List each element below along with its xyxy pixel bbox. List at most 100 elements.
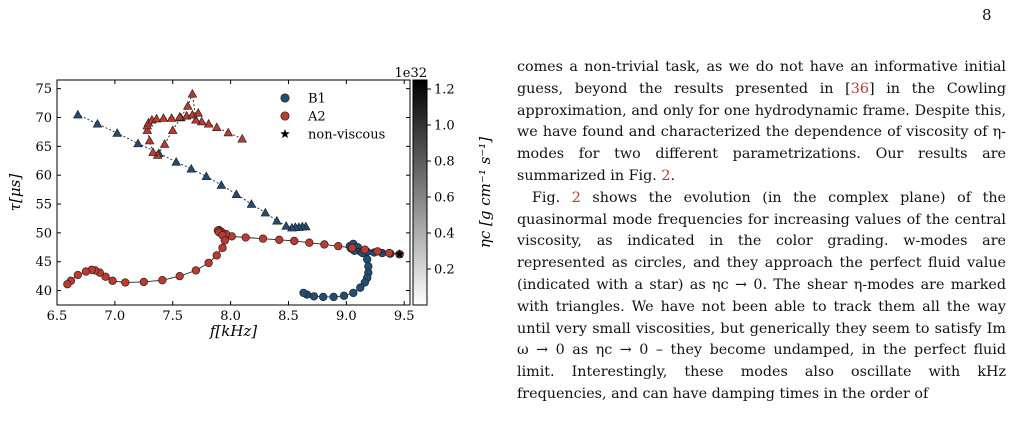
- data-point-circle: [204, 258, 213, 268]
- data-point-circle: [73, 270, 82, 280]
- data-point-circle: [360, 245, 370, 254]
- y-tick-label: 60: [35, 169, 52, 184]
- data-point-triangle: [272, 215, 282, 225]
- x-axis-label: f[kHz]: [209, 322, 257, 340]
- y-tick-label: 55: [35, 198, 52, 213]
- data-point-triangle: [159, 139, 170, 148]
- data-point-circle: [309, 292, 319, 301]
- y-tick-label: 75: [35, 82, 52, 97]
- data-point-circle: [290, 236, 299, 246]
- colorbar-multiplier: 1e32: [394, 66, 427, 81]
- y-tick-label: 65: [35, 140, 52, 155]
- data-point-circle: [339, 291, 349, 300]
- data-point-triangle: [191, 114, 201, 124]
- x-tick-label: 9.0: [336, 309, 357, 324]
- y-axis-label: τ[μs]: [6, 174, 24, 212]
- data-point-circle: [305, 238, 314, 247]
- body-text: comes a non-trivial task, as we do not h…: [517, 57, 1006, 438]
- data-point-circle: [258, 234, 268, 243]
- data-point-triangle: [158, 113, 169, 122]
- data-point-circle: [191, 266, 201, 275]
- figure-reference-link[interactable]: 2: [571, 189, 581, 206]
- data-point-circle: [299, 288, 308, 298]
- data-point-circle: [275, 235, 284, 244]
- x-tick-label: 7.0: [105, 309, 126, 324]
- paragraph-1-text-b: ] in the Cowling approximation, and only…: [517, 80, 1006, 184]
- data-point-circle: [121, 278, 130, 287]
- data-point-triangle: [203, 118, 214, 128]
- data-point-triangle: [193, 107, 203, 117]
- legend-circle-marker: [280, 93, 290, 103]
- data-point-triangle: [112, 128, 122, 137]
- data-point-triangle: [174, 112, 185, 121]
- data-point-triangle: [211, 122, 222, 132]
- x-tick-label: 8.0: [220, 309, 241, 324]
- data-point-triangle: [148, 147, 158, 156]
- legend-circle-marker: [280, 111, 290, 121]
- data-point-circle: [385, 248, 394, 258]
- paragraph-1: comes a non-trivial task, as we do not h…: [517, 57, 1006, 188]
- data-point-circle: [139, 277, 148, 287]
- colorbar-tick-label: 1.2: [434, 83, 455, 98]
- data-point-circle: [241, 233, 250, 242]
- data-point-circle: [347, 243, 357, 253]
- data-point-triangle: [151, 113, 162, 123]
- colorbar-scale: [412, 79, 428, 306]
- data-point-circle: [319, 292, 328, 302]
- data-point-circle: [81, 267, 91, 276]
- data-point-circle: [363, 255, 372, 264]
- paragraph-2: Fig. 2 shows the evolution (in the compl…: [517, 188, 1006, 406]
- data-point-circle: [158, 276, 167, 285]
- legend-star-marker: [280, 129, 290, 139]
- legend-label: non-viscous: [308, 128, 385, 143]
- data-point-triangle: [223, 127, 234, 137]
- data-point-circle: [373, 247, 382, 256]
- paragraph-2-text-b: shows the evolution (in the complex plan…: [517, 189, 1006, 402]
- paragraph-2-text-a: Fig.: [532, 189, 572, 206]
- data-point-triangle: [187, 88, 198, 98]
- data-point-circle: [63, 280, 72, 289]
- data-point-triangle: [166, 113, 177, 122]
- data-point-triangle: [231, 189, 242, 198]
- data-point-triangle: [73, 109, 83, 119]
- quasinormal-mode-figure: 6.5 7.0 7.5 8.0 8.5 9.0 9.5 40 45 50 55 60 65 70 75 f[k…: [6, 66, 494, 340]
- data-point-triangle: [142, 125, 153, 134]
- data-point-circle: [108, 276, 117, 285]
- data-point-circle: [220, 236, 229, 245]
- colorbar: 0.2 0.4 0.6 0.8 1.0 1.2 1e32 ηc [g cm⁻¹ s⁻¹]: [394, 66, 494, 306]
- data-point-circle: [349, 288, 358, 298]
- legend-label: B1: [308, 92, 326, 107]
- colorbar-tick-label: 0.8: [434, 155, 455, 170]
- x-tick-label: 6.5: [47, 309, 68, 324]
- y-tick-label: 50: [35, 226, 52, 241]
- data-point-triangle: [186, 163, 197, 173]
- x-tick-label: 9.5: [394, 309, 415, 324]
- data-point-triangle: [144, 135, 155, 145]
- data-point-circle: [175, 272, 184, 281]
- data-point-triangle: [246, 199, 257, 208]
- citation-link[interactable]: 36: [850, 80, 869, 97]
- non-viscous-star: [394, 249, 405, 259]
- paragraph-1-text-a: comes a non-trivial task, as we do not h…: [517, 59, 1006, 97]
- figure-reference-link[interactable]: 2: [661, 167, 671, 184]
- data-point-triangle: [182, 101, 193, 110]
- colorbar-tick-label: 0.4: [434, 227, 455, 242]
- data-point-triangle: [171, 157, 182, 166]
- data-point-triangle: [92, 118, 103, 128]
- data-point-triangle: [167, 125, 178, 134]
- data-point-triangle: [281, 221, 291, 230]
- data-point-triangle: [133, 138, 143, 148]
- paragraph-1-text-c: .: [670, 167, 675, 184]
- plot-area: 6.5 7.0 7.5 8.0 8.5 9.0 9.5 40 45 50 55 60 65 70 75 f[k…: [6, 79, 415, 340]
- colorbar-tick-label: 0.2: [434, 263, 455, 278]
- x-tick-label: 8.5: [278, 309, 299, 324]
- data-point-circle: [101, 272, 110, 281]
- plot-frame: [56, 79, 411, 306]
- data-point-circle: [218, 243, 227, 253]
- data-point-triangle: [260, 207, 271, 217]
- data-point-triangle: [216, 180, 227, 189]
- page-number: 8: [982, 6, 992, 24]
- data-point-circle: [360, 278, 370, 287]
- legend-label: A2: [307, 110, 326, 125]
- data-point-circle: [356, 283, 365, 292]
